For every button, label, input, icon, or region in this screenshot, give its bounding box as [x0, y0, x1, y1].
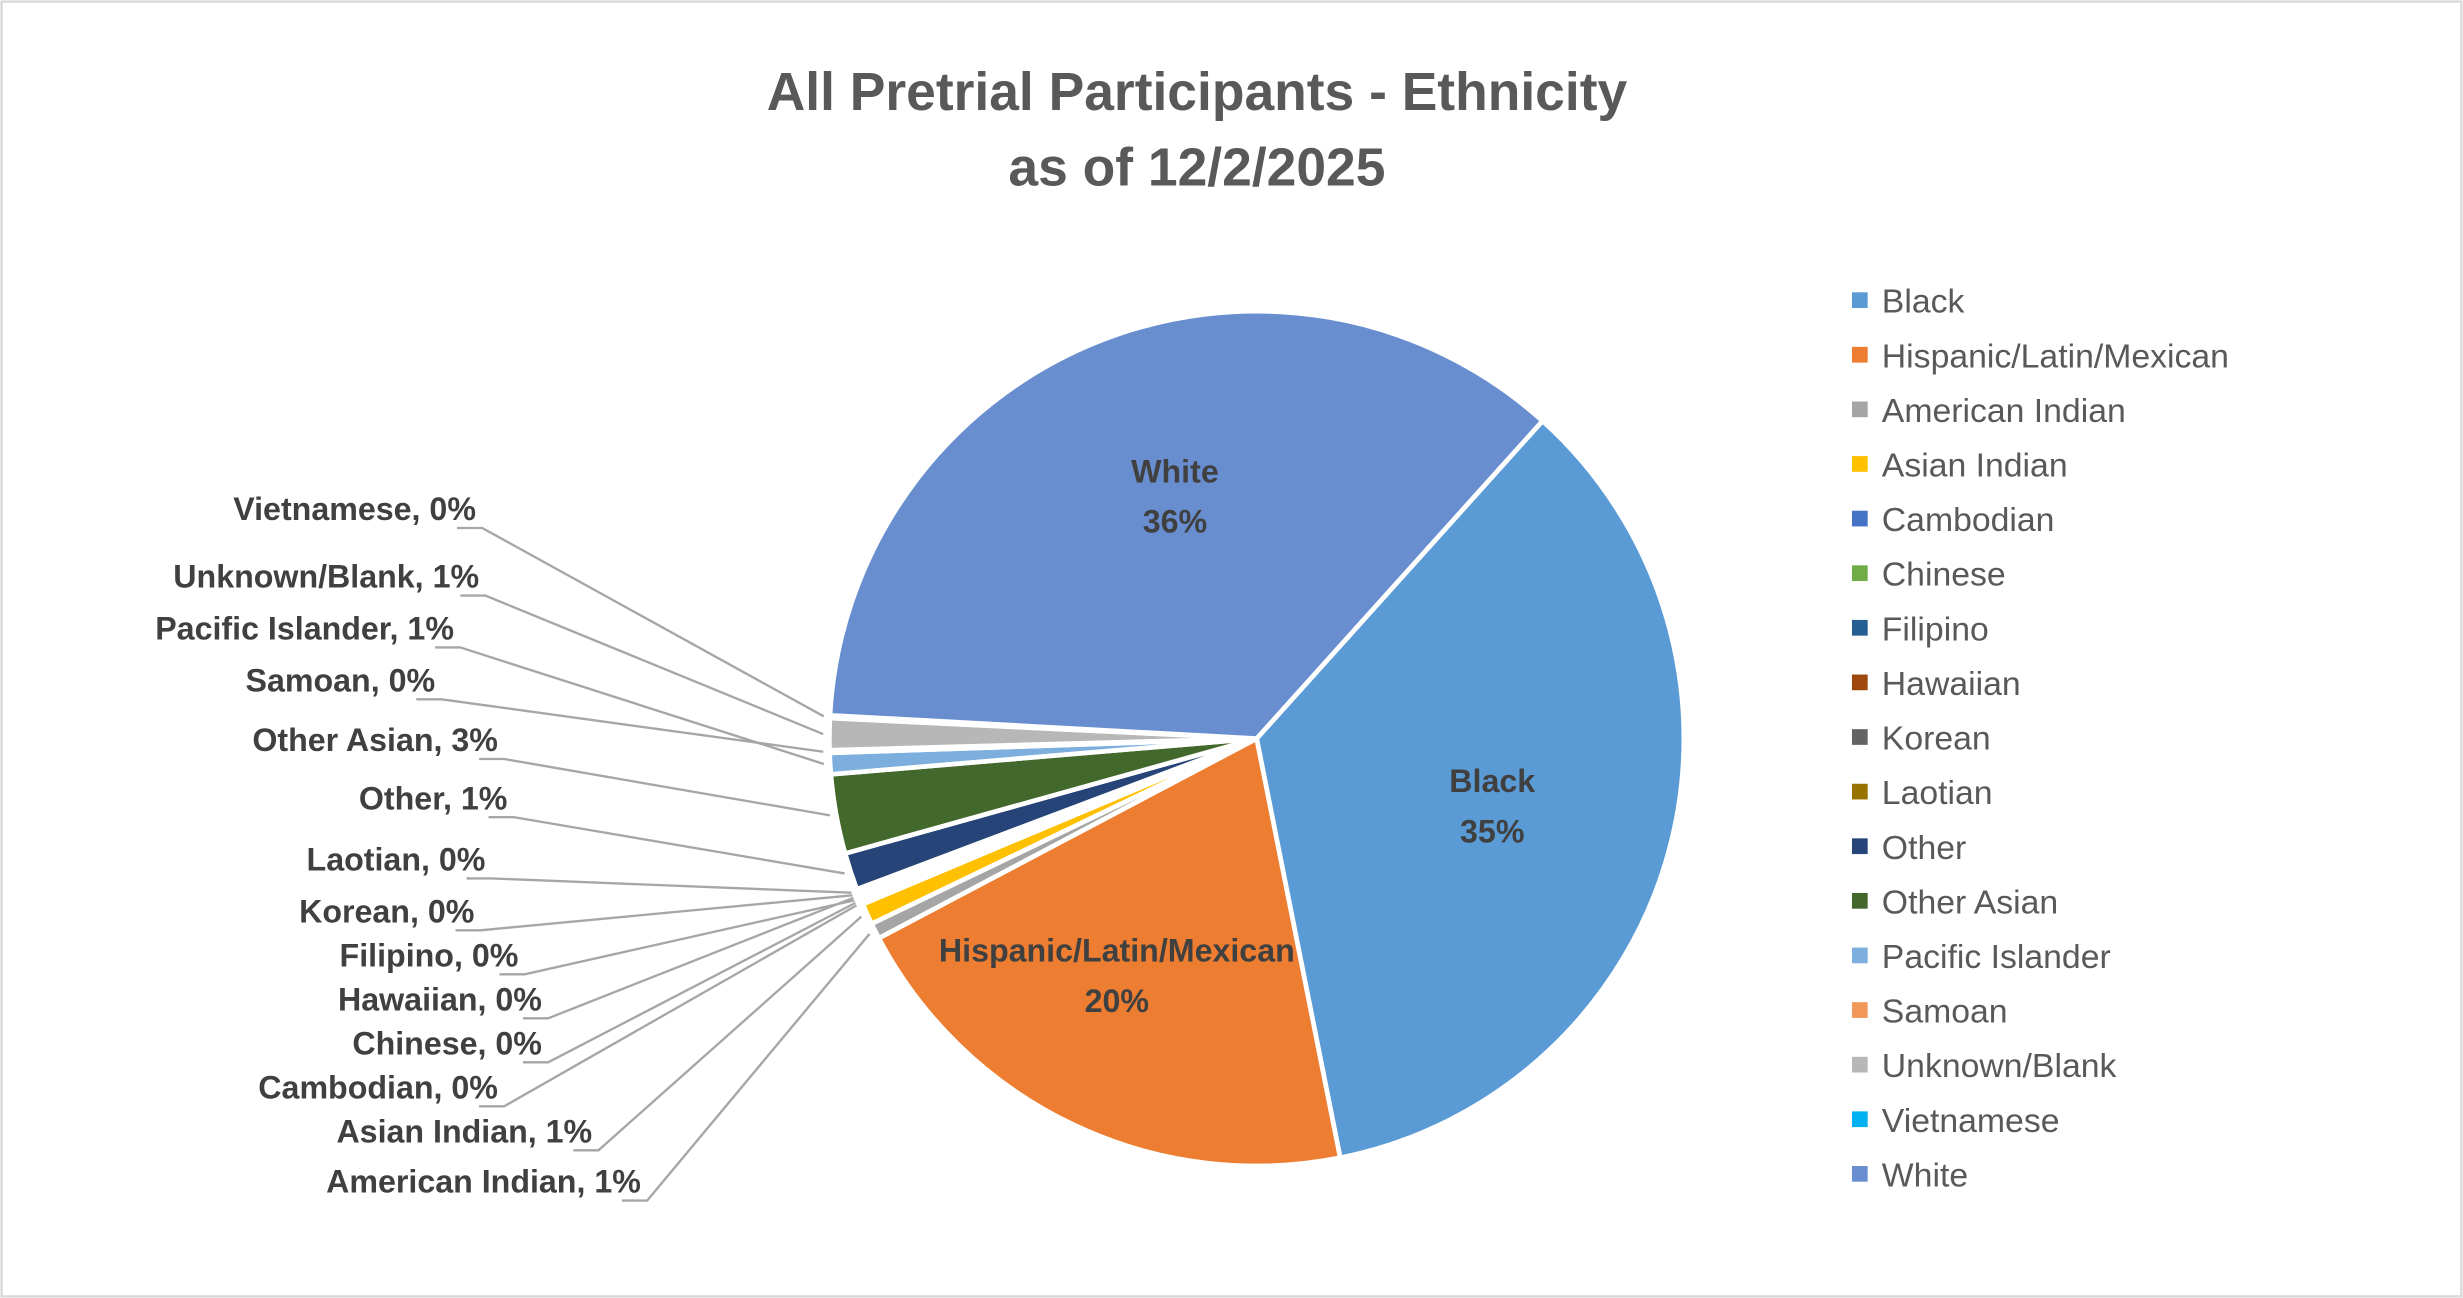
pie-slices — [827, 308, 1687, 1169]
legend-label: Other Asian — [1882, 883, 2058, 921]
data-label: Other, 1% — [359, 780, 507, 816]
legend-swatch — [1851, 674, 1868, 691]
pie-slice-white — [827, 308, 1546, 741]
leader-line — [479, 904, 858, 1108]
leader-line — [488, 815, 845, 875]
data-label: Unknown/Blank, 1% — [173, 559, 479, 595]
data-label: Laotian, 0% — [307, 842, 486, 878]
data-label: Cambodian, 0% — [258, 1069, 498, 1105]
leader-line — [523, 901, 856, 1064]
data-label: Korean, 0% — [299, 893, 474, 929]
data-labels: Black 35% Hispanic/Latin/Mexican 20% America… — [155, 453, 1535, 1199]
legend-swatch — [1851, 892, 1868, 909]
legend-swatch — [1851, 401, 1868, 418]
leader-line — [479, 757, 831, 817]
legend-swatch — [1851, 1056, 1868, 1073]
legend-swatch — [1851, 565, 1868, 582]
legend-swatch — [1851, 456, 1868, 472]
legend-item: Cambodian — [1851, 501, 2055, 539]
legend-label: Korean — [1882, 720, 1991, 758]
chart-title: All Pretrial Participants - Ethnicity — [767, 63, 1628, 122]
legend-label: Hispanic/Latin/Mexican — [1882, 337, 2229, 375]
data-label-name: White — [1131, 453, 1219, 489]
legend-swatch — [1851, 1111, 1868, 1128]
legend-label: American Indian — [1882, 392, 2126, 430]
data-label: Samoan, 0% — [246, 662, 436, 698]
legend-label: Asian Indian — [1882, 447, 2068, 485]
leader-line — [499, 899, 855, 976]
legend-item: Korean — [1851, 720, 1991, 758]
legend-item: Vietnamese — [1851, 1102, 2060, 1140]
legend-label: Black — [1882, 283, 1965, 321]
legend-item: White — [1851, 1156, 1968, 1194]
legend-item: Black — [1851, 283, 1965, 321]
legend-label: Cambodian — [1882, 501, 2055, 539]
leader-line — [455, 894, 853, 932]
legend-item: Laotian — [1851, 774, 1993, 812]
legend-item: Chinese — [1851, 556, 2006, 594]
legend-label: Laotian — [1882, 774, 1993, 812]
legend-label: Pacific Islander — [1882, 938, 2111, 976]
chart-subtitle: as of 12/2/2025 — [1008, 138, 1385, 197]
legend-item: Samoan — [1851, 993, 2008, 1031]
data-label: Asian Indian, 1% — [336, 1113, 592, 1149]
legend-label: Filipino — [1882, 610, 1989, 648]
leader-line — [435, 646, 825, 766]
pie-slice-black — [1254, 417, 1687, 1161]
leader-line — [416, 698, 824, 753]
data-label-name: Black — [1449, 763, 1535, 799]
data-label-value: 35% — [1460, 813, 1524, 849]
legend-swatch — [1851, 947, 1868, 964]
legend-swatch — [1851, 838, 1868, 855]
data-label: American Indian, 1% — [326, 1164, 641, 1200]
data-label-name: Hispanic/Latin/Mexican — [939, 933, 1295, 969]
legend-item: Hawaiian — [1851, 665, 2021, 703]
legend-swatch — [1851, 292, 1868, 308]
legend-item: Asian Indian — [1851, 447, 2068, 485]
legend-swatch — [1851, 346, 1868, 363]
legend-label: Chinese — [1882, 556, 2006, 594]
leader-line — [457, 526, 825, 718]
legend-item: Unknown/Blank — [1851, 1047, 2117, 1085]
data-label: Other Asian, 3% — [252, 722, 498, 758]
legend-swatch — [1851, 619, 1868, 636]
legend-item: Hispanic/Latin/Mexican — [1851, 337, 2229, 375]
leader-line — [460, 594, 824, 736]
pie-slice-hispanic-latin-mexican — [875, 735, 1343, 1169]
legend-label: Samoan — [1882, 993, 2008, 1031]
legend-item: Filipino — [1851, 610, 1989, 648]
data-label: Vietnamese, 0% — [233, 491, 476, 527]
leader-lines — [416, 526, 871, 1202]
data-label: Pacific Islander, 1% — [155, 611, 454, 647]
legend-swatch — [1851, 783, 1868, 800]
legend-label: White — [1882, 1156, 1968, 1194]
leader-line — [573, 915, 863, 1152]
legend-swatch — [1851, 1166, 1868, 1182]
legend-item: Other — [1851, 829, 1966, 867]
data-label: Hawaiian, 0% — [338, 981, 542, 1017]
legend-item: Other Asian — [1851, 883, 2058, 921]
data-label: Filipino, 0% — [340, 937, 519, 973]
legend-label: Hawaiian — [1882, 665, 2021, 703]
legend-label: Vietnamese — [1882, 1102, 2060, 1140]
legend: Black Hispanic/Latin/Mexican American Indi… — [1851, 283, 2229, 1194]
legend-item: Pacific Islander — [1851, 938, 2111, 976]
data-label-value: 36% — [1143, 504, 1207, 540]
leader-line — [466, 877, 852, 894]
legend-swatch — [1851, 729, 1868, 745]
legend-label: Unknown/Blank — [1882, 1047, 2117, 1085]
legend-label: Other — [1882, 829, 1966, 867]
legend-swatch — [1851, 1002, 1868, 1018]
data-label: Chinese, 0% — [352, 1025, 542, 1061]
leader-line — [523, 896, 854, 1020]
leader-line — [622, 933, 871, 1202]
legend-item: American Indian — [1851, 392, 2126, 430]
data-label-value: 20% — [1085, 983, 1149, 1019]
legend-swatch — [1851, 510, 1868, 527]
